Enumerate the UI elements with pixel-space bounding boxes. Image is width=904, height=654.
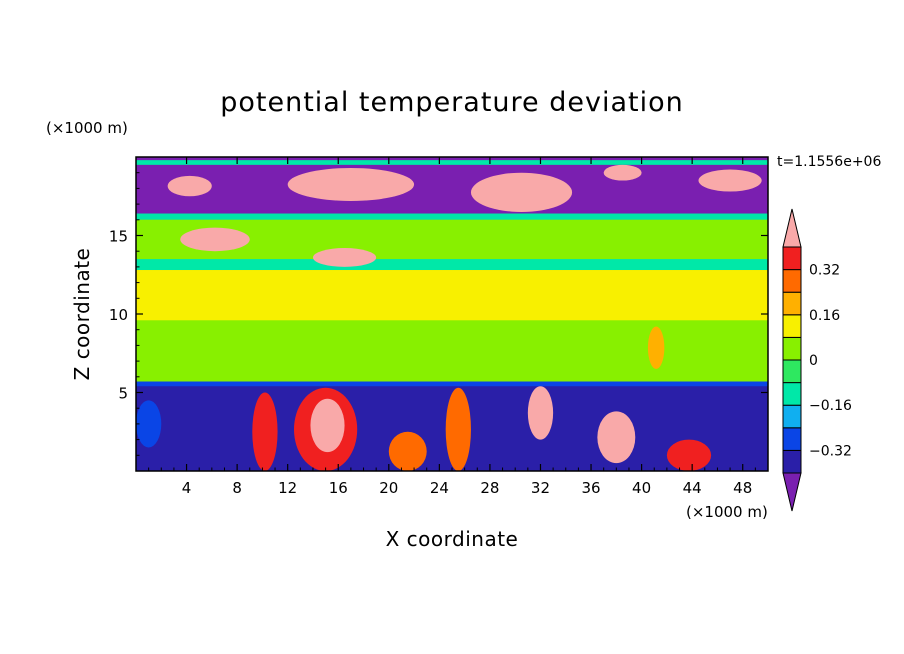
x-axis-label: X coordinate [385,527,519,551]
y-tick-label: 5 [118,385,128,403]
chart-title: potential temperature deviation [220,87,684,118]
contour-region [388,431,427,471]
x-axis: 4 8 12 16 20 24 28 32 36 40 44 48 [148,157,756,497]
contour-region [136,213,768,220]
y-axis-label: Z coordinate [70,247,94,381]
contour-region [136,381,768,387]
x-tick-label: 8 [232,479,242,497]
contour-region [445,387,471,471]
colorbar-bin [782,427,802,451]
contour-region [470,172,573,212]
contour-region [180,227,250,252]
contour-region [252,392,278,471]
colorbar-bin [782,291,802,316]
contour-region [136,259,768,271]
colorbar-extend-min [782,472,802,512]
x-tick-label: 16 [329,479,348,497]
y-tick-label: 15 [109,228,128,246]
plot-area [136,157,768,471]
colorbar-bin [782,449,802,474]
x-tick-label: 44 [683,479,702,497]
y-axis-unit: (×1000 m) [46,119,128,137]
contour-region [136,270,768,321]
x-tick-label: 40 [632,479,651,497]
contour-region [167,175,212,197]
colorbar-label: 0.16 [809,308,840,324]
contour-region [310,398,345,453]
contour-region [597,411,636,464]
x-tick-label: 36 [581,479,600,497]
colorbar: 0.32 0.16 0 −0.16 −0.32 [782,208,852,512]
x-tick-label: 32 [531,479,550,497]
contour-region [698,169,762,192]
contour-region [527,386,554,440]
colorbar-label: 0 [809,353,818,369]
contour-region [603,164,642,181]
colorbar-bin [782,314,802,338]
colorbar-label: −0.16 [809,398,852,414]
colorbar-bin [782,269,802,293]
x-tick-label: 24 [430,479,449,497]
x-tick-label: 28 [480,479,499,497]
contour-region [312,248,377,267]
x-tick-label: 20 [379,479,398,497]
colorbar-label: −0.32 [809,443,852,459]
colorbar-bin [782,382,802,406]
colorbar-extend-max [782,208,802,248]
colorbar-bin [782,359,802,384]
x-tick-label: 4 [182,479,192,497]
contour-region [136,160,768,165]
contour-region [647,326,665,369]
colorbar-bin [782,404,802,429]
x-tick-label: 12 [278,479,297,497]
y-axis: 5 10 15 [109,172,768,456]
time-label: t=1.1556e+06 [777,154,882,170]
x-tick-label: 48 [733,479,752,497]
contour-region [136,157,768,216]
x-axis-unit: (×1000 m) [686,503,768,521]
colorbar-label: 0.32 [809,263,840,279]
contour-region [136,400,162,448]
contour-region [287,167,415,201]
colorbar-bin [782,336,802,361]
y-tick-label: 10 [109,306,128,324]
colorbar-bin [782,246,802,271]
contour-region [666,439,712,471]
